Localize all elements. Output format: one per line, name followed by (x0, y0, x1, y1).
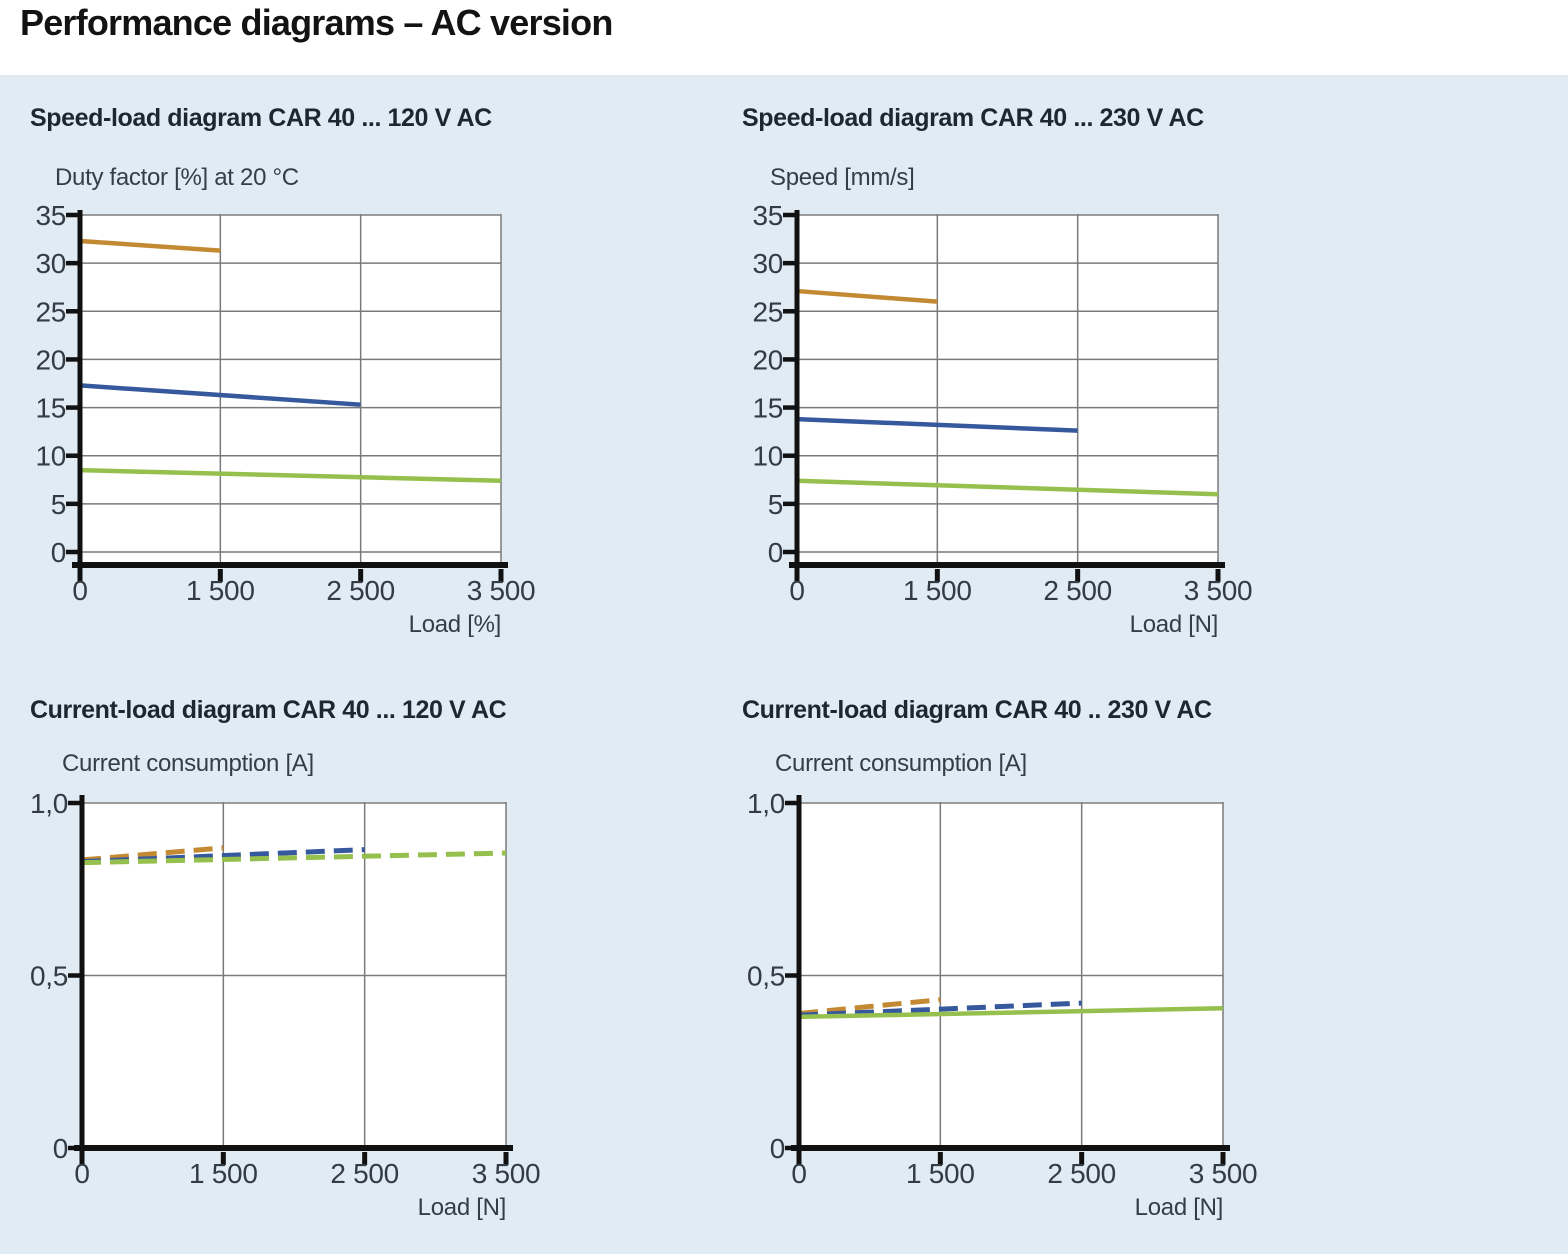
y-tick-label: 1,0 (747, 790, 785, 819)
page-title: Performance diagrams – AC version (20, 2, 613, 43)
series-line-green (79, 467, 502, 483)
x-axis-unit-label: Load [N] (1130, 611, 1218, 638)
y-tick-label: 30 (752, 248, 783, 279)
series-line-blue (81, 847, 365, 865)
x-tick-label: 3 500 (1189, 1158, 1258, 1189)
series-line-blue (796, 416, 1078, 433)
x-tick-label: 3 500 (472, 1158, 541, 1189)
series-line-blue (798, 1000, 1082, 1018)
x-tick-label: 2 500 (1047, 1158, 1116, 1189)
y-tick-label: 35 (752, 200, 783, 231)
x-tick-label: 0 (791, 1158, 806, 1189)
plot-speed-120v: 0 5 10 15 20 25 30 35 0 1 500 2 500 3 500 Load [%] (35, 200, 536, 638)
y-tick-label: 0 (768, 537, 783, 568)
series-line-blue (79, 383, 361, 407)
y-tick-label: 0,5 (747, 961, 785, 992)
y-axis-title-speed-230v: Speed [mm/s] (770, 164, 915, 191)
y-axis-title-speed-120v: Duty factor [%] at 20 °C (55, 164, 299, 191)
y-tick-label: 15 (752, 393, 783, 424)
series-line-green (796, 478, 1219, 497)
x-axis-unit-label: Load [%] (409, 611, 501, 638)
plot-current-230v: 0 0,5 1,0 0 1 500 2 500 3 500 Load [N] (747, 790, 1258, 1221)
x-tick-label: 2 500 (326, 575, 395, 606)
x-tick-label: 0 (789, 575, 804, 606)
y-axis-title-current-230v: Current consumption [A] (775, 750, 1027, 777)
y-axis-title-current-120v: Current consumption [A] (62, 750, 314, 777)
y-tick-label: 25 (752, 296, 783, 327)
chart-title-speed-120v: Speed-load diagram CAR 40 ... 120 V AC (30, 104, 492, 132)
y-tick-label: 10 (752, 441, 783, 472)
series-line-orange (796, 288, 938, 304)
series-line-green (798, 1006, 1224, 1020)
x-tick-label: 1 500 (186, 575, 255, 606)
series-line-orange (81, 845, 224, 863)
series-line-green (81, 850, 507, 866)
x-tick-label: 0 (74, 1158, 89, 1189)
x-tick-label: 2 500 (1043, 575, 1112, 606)
chart-title-current-230v: Current-load diagram CAR 40 .. 230 V AC (742, 696, 1212, 724)
y-tick-label: 15 (35, 393, 66, 424)
y-tick-label: 30 (35, 248, 66, 279)
y-tick-label: 35 (35, 200, 66, 231)
x-axis-unit-label: Load [N] (1135, 1194, 1223, 1221)
plot-background (799, 802, 1223, 1145)
x-axis-unit-label: Load [N] (418, 1194, 506, 1221)
plot-speed-230v: 0 5 10 15 20 25 30 35 0 1 500 2 500 3 500 Load [N] (752, 200, 1253, 638)
y-tick-label: 0 (770, 1133, 785, 1164)
chart-title-current-120v: Current-load diagram CAR 40 ... 120 V AC (30, 696, 507, 724)
x-tick-label: 1 500 (906, 1158, 975, 1189)
y-tick-label: 20 (35, 344, 66, 375)
x-tick-label: 0 (72, 575, 87, 606)
series-line-orange (798, 997, 941, 1016)
chart-title-speed-230v: Speed-load diagram CAR 40 ... 230 V AC (742, 104, 1204, 132)
y-tick-label: 0,5 (30, 961, 68, 992)
y-tick-label: 20 (752, 344, 783, 375)
plot-current-120v: 0 0,5 1,0 0 1 500 2 500 3 500 Load [N] (30, 790, 541, 1221)
plot-background (797, 214, 1218, 562)
y-tick-label: 25 (35, 296, 66, 327)
x-tick-label: 1 500 (903, 575, 972, 606)
y-tick-label: 10 (35, 441, 66, 472)
x-tick-label: 3 500 (1184, 575, 1253, 606)
x-tick-label: 2 500 (330, 1158, 399, 1189)
y-tick-label: 0 (51, 537, 66, 568)
y-tick-label: 5 (768, 489, 783, 520)
series-line-orange (79, 238, 221, 253)
x-tick-label: 1 500 (189, 1158, 258, 1189)
y-tick-label: 0 (53, 1133, 68, 1164)
y-tick-label: 5 (51, 489, 66, 520)
y-tick-label: 1,0 (30, 790, 68, 819)
x-tick-label: 3 500 (467, 575, 536, 606)
